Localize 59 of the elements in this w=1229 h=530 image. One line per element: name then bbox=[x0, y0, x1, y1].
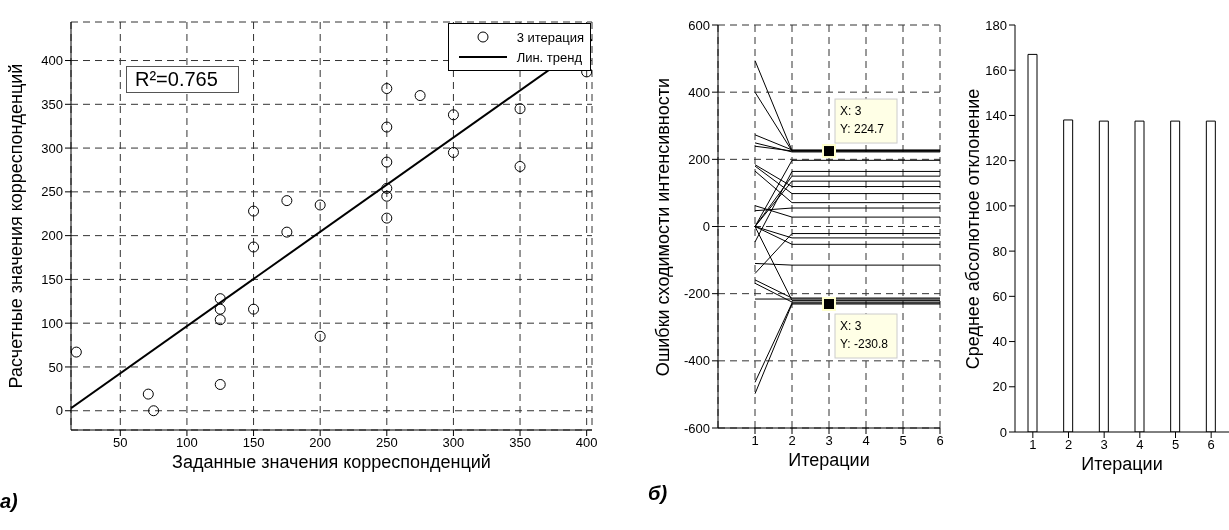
y-tick-label: 300 bbox=[41, 140, 63, 156]
y-tick-label: 100 bbox=[985, 198, 1007, 214]
x-tick-label: 6 bbox=[936, 433, 944, 449]
y-tick-label: 80 bbox=[992, 243, 1007, 259]
y-tick-label: 40 bbox=[992, 334, 1007, 350]
y-tick-label: 180 bbox=[985, 17, 1007, 33]
y-tick-label: -200 bbox=[683, 286, 710, 302]
annotation: X: 3 Y: 224.7 bbox=[840, 104, 885, 137]
y-tick-label: 0 bbox=[55, 403, 63, 419]
y-tick-label: 250 bbox=[41, 184, 63, 200]
y-tick-label: -600 bbox=[683, 420, 710, 436]
y-axis-title: Среднее абсолютное отклонение bbox=[963, 88, 983, 369]
x-tick-label: 2 bbox=[788, 433, 796, 449]
x-tick-label: 3 bbox=[825, 433, 833, 449]
y-tick-label: 400 bbox=[41, 53, 63, 69]
y-tick-label: 0 bbox=[702, 219, 710, 235]
y-tick-label: 120 bbox=[985, 153, 1007, 169]
y-tick-label: 400 bbox=[688, 84, 710, 100]
y-tick-label: 60 bbox=[992, 288, 1007, 304]
x-axis-title: Заданные значения корреспонденций bbox=[172, 452, 491, 472]
y-tick-label: 140 bbox=[985, 108, 1007, 124]
y-tick-label: 100 bbox=[41, 315, 63, 331]
y-tick-label: 350 bbox=[41, 96, 63, 112]
x-tick-label: 1 bbox=[751, 433, 759, 449]
y-tick-label: 200 bbox=[41, 228, 63, 244]
x-tick-label: 50 bbox=[113, 435, 128, 451]
text: б) bbox=[648, 482, 668, 505]
x-tick-label: 100 bbox=[176, 435, 198, 451]
legend-label: Лин. тренд bbox=[516, 49, 583, 65]
x-tick-label: 6 bbox=[1207, 437, 1215, 453]
y-axis-title: Ошибки сходимости интенсивности bbox=[653, 77, 673, 376]
annotation: R²=0.765 bbox=[126, 66, 239, 93]
x-tick-label: 4 bbox=[862, 433, 870, 449]
annotation: X: 3 Y: -230.8 bbox=[840, 319, 889, 352]
x-tick-label: 250 bbox=[375, 435, 398, 451]
x-tick-label: 200 bbox=[309, 435, 332, 451]
x-tick-label: 3 bbox=[1100, 437, 1108, 453]
x-axis-title: Итерации bbox=[788, 450, 870, 470]
x-tick-label: 4 bbox=[1136, 437, 1144, 453]
y-tick-label: 150 bbox=[41, 272, 63, 288]
y-tick-label: 160 bbox=[985, 62, 1007, 78]
x-tick-label: 400 bbox=[575, 435, 598, 451]
x-tick-label: 2 bbox=[1064, 437, 1073, 453]
y-tick-label: 20 bbox=[992, 379, 1007, 395]
x-tick-label: 350 bbox=[509, 435, 531, 451]
legend-label: 3 итерация bbox=[516, 29, 584, 45]
y-tick-label: 600 bbox=[688, 17, 710, 33]
x-tick-label: 150 bbox=[242, 435, 265, 451]
y-tick-label: 200 bbox=[688, 151, 710, 167]
y-tick-label: 0 bbox=[999, 424, 1007, 440]
x-axis-title: Итерации bbox=[1081, 454, 1163, 474]
y-tick-label: -400 bbox=[683, 353, 710, 369]
x-tick-label: 5 bbox=[899, 433, 907, 449]
x-tick-label: 5 bbox=[1171, 437, 1180, 453]
x-tick-label: 300 bbox=[442, 435, 465, 451]
y-axis-title: Расчетные значения корреспонденций bbox=[6, 63, 26, 389]
text: а) bbox=[0, 490, 18, 513]
x-tick-label: 1 bbox=[1029, 437, 1037, 453]
y-tick-label: 50 bbox=[48, 359, 63, 375]
